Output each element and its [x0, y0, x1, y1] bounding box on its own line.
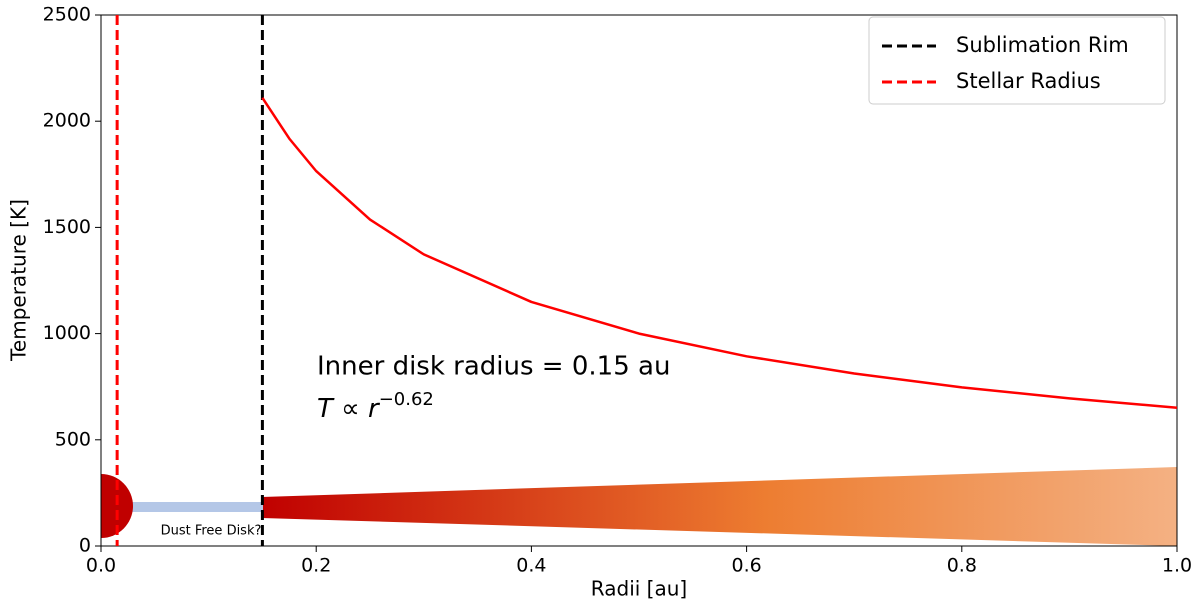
- y-tick-label: 2500: [43, 4, 91, 26]
- x-tick-label: 0.2: [301, 555, 331, 577]
- x-tick-label: 0.8: [947, 555, 977, 577]
- dust-disk: [262, 467, 1177, 546]
- x-axis-label: Radii [au]: [591, 577, 687, 601]
- annotation: −0.62: [379, 389, 434, 410]
- y-tick-label: 2000: [43, 110, 91, 132]
- dust-free-disk: [118, 502, 263, 512]
- star: [101, 474, 133, 538]
- y-axis-label: Temperature [K]: [7, 199, 31, 362]
- x-tick-label: 0.4: [516, 555, 546, 577]
- legend-label: Stellar Radius: [956, 69, 1101, 93]
- plot-frame: [100, 14, 1178, 547]
- y-tick-label: 1000: [43, 322, 91, 344]
- illustration: [101, 467, 1177, 546]
- x-tick-label: 0.6: [731, 555, 761, 577]
- x-tick-label: 1.0: [1162, 555, 1192, 577]
- legend-label: Sublimation Rim: [956, 33, 1129, 57]
- disk-label: Dust Free Disk?: [161, 524, 262, 539]
- annotation: T ∝ r: [317, 394, 381, 424]
- annotation: Inner disk radius = 0.15 au: [317, 352, 670, 382]
- legend: [868, 16, 1166, 105]
- y-tick-label: 1500: [43, 216, 91, 238]
- annotation: T ∝ r−0.62: [317, 389, 434, 424]
- y-tick-label: 500: [55, 428, 91, 450]
- line: [261, 97, 1178, 409]
- y-tick-label: 0: [79, 535, 91, 557]
- x-tick-label: 0.0: [86, 555, 116, 577]
